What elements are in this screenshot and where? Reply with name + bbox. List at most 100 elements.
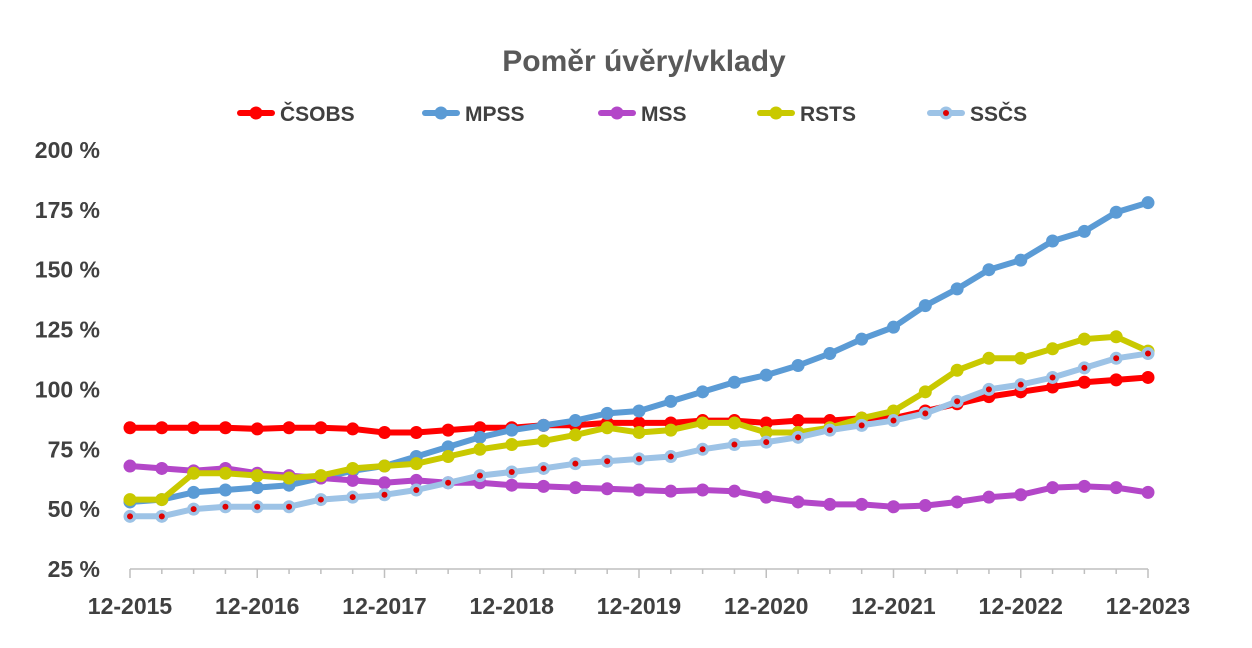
series-4 — [123, 347, 1155, 523]
y-axis: 25 % 50 % 75 % 100 % 125 % 150 % 175 % 200 % — [35, 137, 100, 582]
data-point-center — [317, 496, 324, 503]
legend-item: RSTS — [757, 103, 856, 126]
data-point — [218, 483, 232, 497]
data-point — [282, 471, 296, 485]
y-tick-label: 175 % — [35, 197, 100, 223]
data-point — [759, 416, 773, 430]
data-point — [537, 434, 551, 448]
data-point-center — [890, 417, 897, 424]
data-point — [123, 459, 137, 473]
data-point-center — [1017, 381, 1024, 388]
data-point — [187, 485, 201, 499]
data-point — [346, 461, 360, 475]
data-point — [282, 421, 296, 435]
data-point — [187, 466, 201, 480]
data-point — [314, 421, 328, 435]
legend-label: MSS — [641, 103, 687, 126]
data-point-center — [222, 503, 229, 510]
data-point — [409, 426, 423, 440]
data-point-center — [1049, 374, 1056, 381]
data-point-center — [572, 460, 579, 467]
data-point — [1077, 479, 1091, 493]
data-point-center — [254, 503, 261, 510]
data-point — [1109, 481, 1123, 495]
y-tick-label: 100 % — [35, 376, 100, 402]
legend-item: MSS — [598, 103, 687, 126]
data-point — [1141, 370, 1155, 384]
data-point-center — [636, 455, 642, 462]
x-tick-label: 12-2017 — [342, 593, 426, 619]
data-point — [473, 421, 487, 435]
data-point — [759, 368, 773, 382]
data-point — [664, 423, 678, 437]
data-point — [918, 385, 932, 399]
data-point — [505, 423, 519, 437]
data-point — [982, 490, 996, 504]
x-tick-label: 12-2016 — [215, 593, 299, 619]
data-point — [378, 426, 391, 440]
data-point-center — [381, 491, 388, 498]
data-point — [155, 461, 169, 475]
legend-swatch-center — [943, 110, 949, 116]
data-point-center — [349, 494, 356, 501]
data-point-center — [1081, 364, 1088, 371]
data-point — [696, 385, 710, 399]
data-point — [1046, 234, 1060, 248]
data-point — [791, 495, 805, 509]
data-point — [505, 478, 519, 492]
data-point — [855, 332, 869, 346]
y-tick-label: 50 % — [48, 496, 100, 522]
data-point — [378, 459, 391, 473]
data-point — [823, 497, 837, 511]
data-point — [887, 500, 900, 514]
legend-item: ČSOBS — [237, 102, 355, 126]
data-point — [982, 351, 996, 365]
data-point — [1141, 485, 1155, 499]
x-tick-label: 12-2022 — [979, 593, 1063, 619]
data-point-center — [985, 386, 992, 393]
data-point — [346, 473, 360, 487]
series-layer — [123, 196, 1155, 523]
data-point — [505, 437, 519, 451]
data-point-center — [731, 441, 738, 448]
data-point — [727, 416, 741, 430]
data-point — [664, 394, 678, 408]
data-point — [950, 282, 964, 296]
data-point — [314, 469, 328, 483]
data-point — [1077, 332, 1091, 346]
legend-swatch-marker — [769, 106, 783, 120]
data-point — [537, 418, 551, 432]
x-axis: 12-2015 12-2016 12-2017 12-2018 12-2019 12-20… — [88, 568, 1190, 619]
legend-swatch-marker — [434, 106, 448, 120]
data-point-center — [508, 469, 515, 476]
data-point — [1077, 375, 1091, 389]
data-point — [187, 421, 201, 435]
legend-item: MPSS — [422, 103, 525, 126]
legend-item: SSČS — [927, 102, 1027, 126]
data-point — [791, 358, 805, 372]
y-tick-label: 125 % — [35, 317, 100, 343]
data-point — [632, 416, 646, 430]
y-tick-label: 150 % — [35, 257, 100, 283]
data-point — [346, 422, 360, 436]
data-point — [568, 428, 582, 442]
data-point-center — [954, 398, 961, 405]
data-point — [441, 423, 455, 437]
data-point — [696, 416, 710, 430]
data-point — [759, 490, 773, 504]
data-point — [218, 421, 232, 435]
data-point — [1141, 196, 1155, 210]
data-point-center — [604, 458, 611, 465]
data-point — [473, 430, 487, 444]
data-point — [918, 299, 932, 313]
data-point — [1046, 342, 1060, 356]
y-tick-label: 75 % — [48, 436, 100, 462]
data-point-center — [858, 422, 865, 429]
data-point — [727, 375, 741, 389]
x-tick-label: 12-2023 — [1106, 593, 1190, 619]
data-point-center — [127, 513, 133, 520]
data-point — [982, 263, 996, 277]
data-point-center — [158, 513, 165, 520]
data-point — [441, 440, 455, 454]
